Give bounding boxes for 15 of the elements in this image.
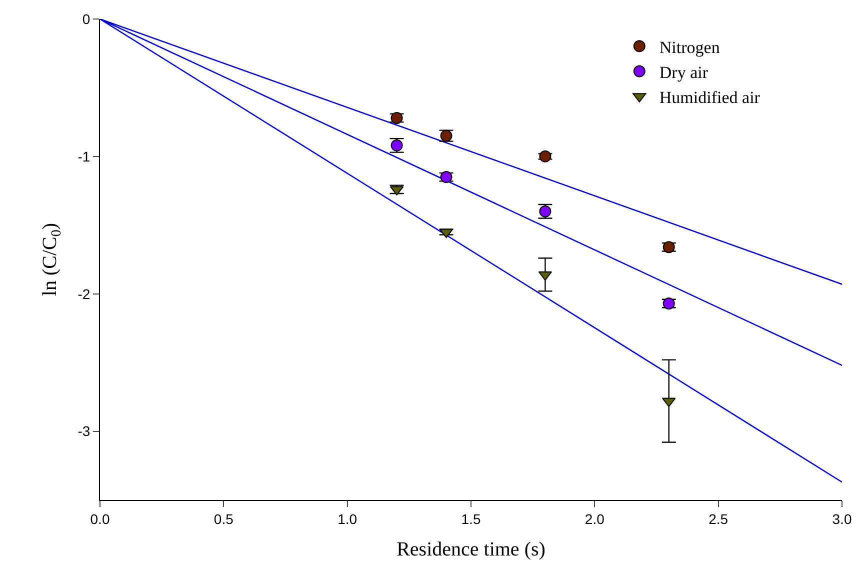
x-tick-label: 2.5: [708, 510, 728, 527]
x-tick-label: 2.0: [584, 510, 605, 527]
x-tick-label: 0.0: [90, 510, 110, 527]
x-axis-title: Residence time (s): [396, 538, 546, 560]
y-tick-label: -3: [78, 423, 90, 440]
y-tick-label: -1: [78, 148, 90, 164]
y-tick-label: 0: [82, 10, 90, 27]
legend-label: Humidified air: [659, 88, 760, 107]
x-tick-label: 1.5: [461, 510, 481, 527]
legend-label: Nitrogen: [659, 38, 720, 57]
x-tick-label: 0.5: [214, 510, 234, 527]
x-tick-label: 3.0: [832, 510, 852, 527]
y-tick-label: -2: [78, 286, 90, 302]
legend-label: Dry air: [659, 62, 708, 82]
x-tick-label: 1.0: [338, 510, 358, 527]
